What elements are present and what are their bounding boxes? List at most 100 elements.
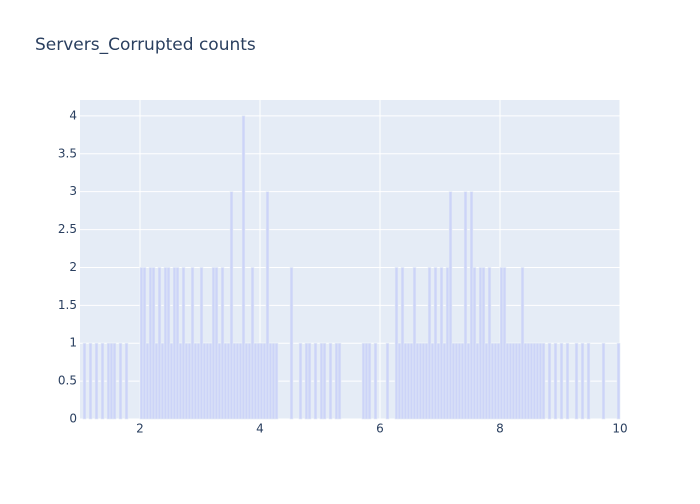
y-tick-label: 1.5 [58,298,77,312]
bar [307,342,312,420]
bar [505,342,510,420]
bar [586,342,591,420]
bar [493,342,498,420]
bar [526,342,531,420]
bar [436,342,441,420]
bar [319,342,324,420]
bar [448,191,453,420]
bar [439,267,444,420]
y-tick-label: 2 [69,260,77,274]
bar [205,342,210,420]
bar [190,267,195,420]
bar [229,191,234,420]
bar [337,342,342,420]
bar [82,342,87,420]
bar [247,342,252,420]
bar [361,342,366,420]
bar [274,342,279,420]
bar [433,267,438,420]
bar [169,342,174,420]
y-tick-label: 1 [69,336,77,350]
bar [496,342,501,420]
bar [265,191,270,420]
bar [106,342,111,420]
bar [313,342,318,420]
bar [250,267,255,420]
y-tick-label: 4 [69,108,77,122]
y-tick-label: 0 [69,412,77,426]
bar [151,267,156,420]
bar [463,191,468,420]
y-tick-label: 2.5 [58,222,77,236]
bar [478,267,483,420]
bar [523,342,528,420]
bar [172,267,177,420]
bar [532,342,537,420]
bar [460,342,465,420]
bar [124,342,129,420]
bar [163,267,168,420]
bar [541,342,546,420]
y-tick-label: 0.5 [58,374,77,388]
bar [118,342,123,420]
bar [469,191,474,420]
bar [154,342,159,420]
bar [334,342,339,420]
bar [100,342,105,420]
bar [262,342,267,420]
bar [235,342,240,420]
bar [88,342,93,420]
bar [214,267,219,420]
bar [466,342,471,420]
x-tick-label: 8 [496,422,504,436]
bar [430,342,435,420]
y-tick-label: 3 [69,184,77,198]
bar [508,342,513,420]
bar [220,267,225,420]
bar [529,342,534,420]
bar [484,342,489,420]
bar [226,342,231,420]
bar [442,342,447,420]
bar [166,267,171,420]
bar [517,342,522,420]
bar [148,267,153,420]
bar [160,342,165,420]
bar [208,342,213,420]
bar [199,267,204,420]
x-tick-label: 6 [376,422,384,436]
bar [217,342,222,420]
bar [553,342,558,420]
bar [565,342,570,420]
bar [157,267,162,420]
y-tick-label: 3.5 [58,146,77,160]
bar [139,267,144,420]
bar [403,342,408,420]
bar [412,267,417,420]
bar [511,342,516,420]
bar [574,342,579,420]
bar [535,342,540,420]
bar [373,342,378,420]
bar [289,267,294,420]
bar [520,267,525,420]
bar [427,267,432,420]
bar [175,267,180,420]
bar [256,342,261,420]
bar [457,342,462,420]
bar [142,267,147,420]
bar [196,342,201,420]
x-tick-label: 10 [612,422,627,436]
bar [394,267,399,420]
bar [514,342,519,420]
bar [364,342,369,420]
bar [421,342,426,420]
bar [145,342,150,420]
bar [397,342,402,420]
bar [415,342,420,420]
bar [304,342,309,420]
bar [253,342,258,420]
bar [178,342,183,420]
bar [367,342,372,420]
bar [451,342,456,420]
